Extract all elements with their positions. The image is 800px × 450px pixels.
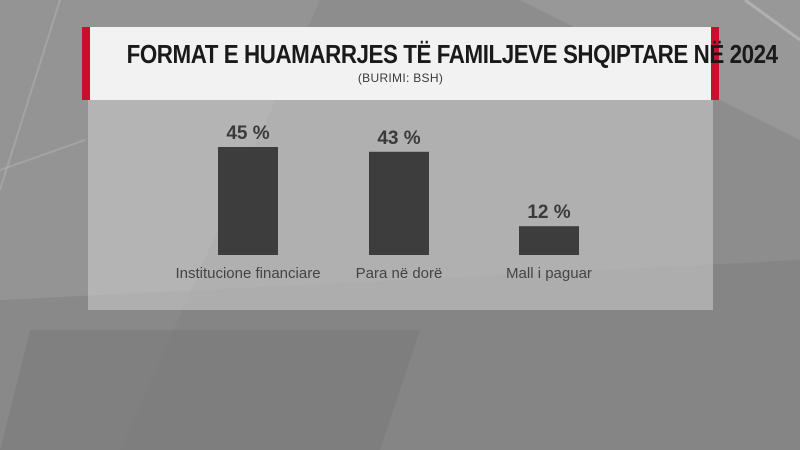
category-label-1: Para në dorë [356,265,443,282]
value-label-1: 43 % [377,128,420,149]
bar-2 [519,226,579,255]
title-accent-right [711,27,719,100]
title-panel: FORMAT E HUAMARRJES TË FAMILJEVE SHQIPTA… [82,27,778,100]
chart-panel: 45 % Institucione financiare 43 % Para në d… [88,100,713,310]
chart-title: FORMAT E HUAMARRJES TË FAMILJEVE SHQIPTA… [126,39,778,69]
value-label-0: 45 % [226,123,269,144]
category-label-0: Institucione financiare [175,265,320,282]
chart-subtitle: (BURIMI: BSH) [357,71,444,85]
bar-1 [369,151,429,255]
title-accent-left [82,27,90,100]
bar-0 [218,147,278,255]
value-label-2: 12 % [527,202,570,223]
category-label-2: Mall i paguar [506,265,592,282]
bar-chart: 45 % Institucione financiare 43 % Para në d… [175,123,592,282]
